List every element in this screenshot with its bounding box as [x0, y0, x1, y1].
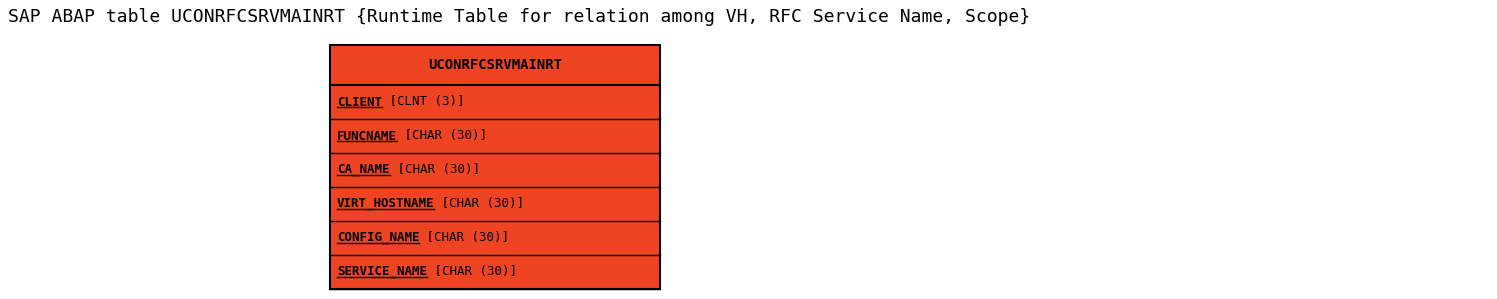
Text: UCONRFCSRVMAINRT: UCONRFCSRVMAINRT — [428, 58, 561, 72]
Text: CA_NAME: CA_NAME — [337, 164, 389, 176]
Text: [CHAR (30)]: [CHAR (30)] — [427, 266, 516, 278]
Text: VIRT_HOSTNAME: VIRT_HOSTNAME — [337, 198, 434, 210]
Text: [CHAR (30)]: [CHAR (30)] — [397, 129, 487, 143]
Text: CLIENT: CLIENT — [337, 95, 382, 109]
Text: SERVICE_NAME: SERVICE_NAME — [337, 266, 427, 278]
Text: FUNCNAME: FUNCNAME — [337, 129, 397, 143]
Text: SAP ABAP table UCONRFCSRVMAINRT {Runtime Table for relation among VH, RFC Servic: SAP ABAP table UCONRFCSRVMAINRT {Runtime… — [7, 8, 1030, 26]
Text: [CLNT (3)]: [CLNT (3)] — [382, 95, 464, 109]
Text: [CHAR (30)]: [CHAR (30)] — [434, 198, 524, 210]
Text: [CHAR (30)]: [CHAR (30)] — [419, 231, 509, 245]
Text: [CHAR (30)]: [CHAR (30)] — [389, 164, 479, 176]
Bar — [329, 45, 660, 289]
Text: CONFIG_NAME: CONFIG_NAME — [337, 231, 419, 245]
